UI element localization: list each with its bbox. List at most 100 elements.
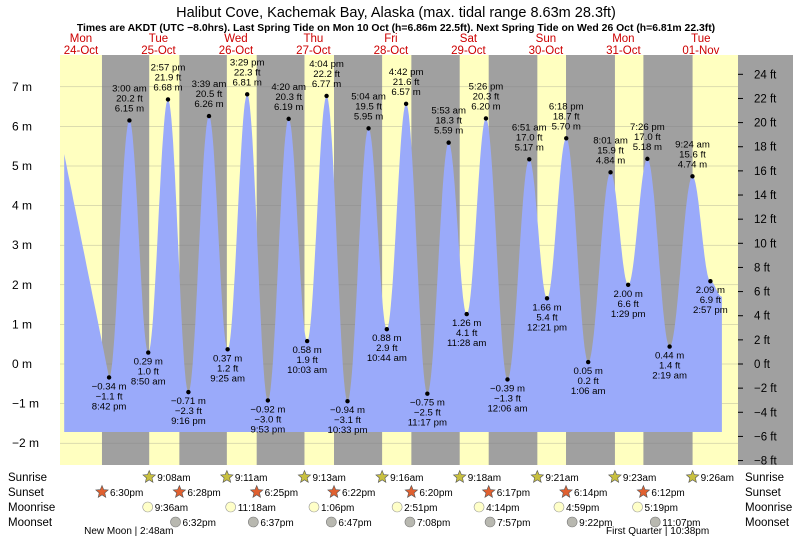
high-tide-label: 4:20 am [271, 82, 306, 93]
sunset-star-icon [404, 484, 419, 498]
day-of-week-label: Tue [691, 33, 710, 45]
moonset-time: 7:08pm [417, 518, 450, 529]
high-tide-point [645, 156, 650, 162]
low-tide-point [225, 347, 230, 352]
low-tide-label: 11:17 pm [408, 418, 447, 429]
sunrise-time: 9:11am [235, 473, 268, 484]
row-label-right: Sunset [745, 487, 782, 499]
moonrise-icon [391, 501, 403, 513]
sunset-time: 6:20pm [419, 488, 452, 499]
date-label: 01-Nov [682, 45, 719, 57]
moonrise-time: 5:19pm [645, 503, 678, 514]
sunrise-star-icon [375, 469, 390, 483]
right-axis-tick-label: 10 ft [754, 238, 777, 250]
high-tide-label: 22.2 ft [313, 69, 340, 80]
low-tide-point [505, 377, 510, 382]
high-tide-point [324, 93, 329, 99]
sunset-time: 6:22pm [342, 488, 375, 499]
moonrise-time: 2:51pm [404, 503, 437, 514]
moonrise-time: 9:36am [155, 503, 188, 514]
low-tide-label: 1:06 am [571, 386, 606, 397]
chart-title: Halibut Cove, Kachemak Bay, Alaska (max.… [176, 5, 616, 21]
high-tide-label: 7:26 pm [630, 122, 665, 133]
high-tide-label: 3:00 am [112, 83, 147, 94]
low-tide-point [265, 398, 271, 403]
high-tide-label: 6.15 m [115, 103, 144, 114]
day-of-week-label: Wed [224, 33, 247, 45]
right-axis-tick-label: 4 ft [754, 311, 771, 323]
low-tide-label: 11:28 am [447, 338, 486, 349]
low-tide-label: 10:03 am [287, 365, 327, 376]
high-tide-label: 2:57 pm [151, 62, 186, 73]
moonrise-icon [632, 501, 643, 513]
high-tide-label: 3:39 am [192, 79, 227, 90]
low-tide-label: −2.3 ft [175, 406, 202, 417]
low-tide-label: 1:29 pm [611, 309, 646, 320]
high-tide-point [403, 101, 409, 107]
sunrise-time: 9:18am [468, 473, 501, 484]
right-axis-tick-label: 22 ft [754, 93, 777, 105]
high-tide-label: 15.9 ft [597, 145, 624, 156]
high-tide-label: 20.3 ft [275, 92, 302, 103]
sunrise-star-icon [685, 469, 700, 483]
sunset-star-icon [95, 484, 109, 498]
high-tide-label: 3:29 pm [230, 57, 265, 68]
moonrise-time: 4:14pm [486, 503, 519, 514]
high-tide-point [690, 174, 695, 179]
high-tide-label: 6.77 m [312, 79, 341, 90]
sunset-time: 6:17pm [497, 488, 530, 499]
left-axis-tick-label: 1 m [12, 317, 32, 331]
low-tide-label: −1.1 ft [96, 391, 123, 402]
high-tide-label: 18.7 ft [553, 111, 580, 122]
high-tide-label: 20.3 ft [473, 91, 500, 102]
high-tide-label: 22.3 ft [234, 67, 261, 78]
row-label-right: Sunrise [745, 472, 784, 484]
high-tide-point [608, 170, 613, 175]
day-of-week-label: Sun [536, 33, 556, 45]
high-tide-label: 17.0 ft [516, 132, 543, 143]
low-tide-point [425, 391, 430, 396]
row-label-left: Moonset [8, 517, 53, 529]
low-tide-point [585, 359, 591, 365]
moonset-time: 7:57pm [497, 518, 530, 529]
moonset-time: 9:22pm [579, 518, 612, 529]
high-tide-label: 5:04 am [351, 91, 386, 102]
low-tide-label: 1.2 ft [217, 363, 239, 374]
sunset-star-icon [327, 484, 341, 498]
day-of-week-label: Mon [70, 33, 92, 45]
high-tide-point [446, 140, 451, 145]
sunset-star-icon [249, 484, 264, 498]
right-axis-tick-label: 20 ft [754, 118, 777, 130]
low-tide-label: 4.1 ft [456, 328, 478, 339]
low-tide-label: 10:44 am [367, 353, 407, 364]
low-tide-label: 9:53 pm [251, 424, 286, 435]
moonrise-icon [473, 501, 485, 513]
moonrise-time: 1:06pm [321, 503, 354, 514]
sunrise-star-icon [297, 469, 312, 483]
low-tide-label: 2.9 ft [376, 343, 398, 354]
chart-subtitle: Times are AKDT (UTC −8.0hrs). Last Sprin… [77, 23, 715, 34]
high-tide-label: 6.57 m [391, 87, 420, 98]
low-tide-label: −2.5 ft [414, 408, 441, 419]
moonrise-icon [225, 501, 236, 513]
moonset-icon [170, 516, 181, 528]
low-tide-point [186, 389, 191, 395]
date-label: 31-Oct [606, 45, 641, 57]
low-tide-point [345, 399, 350, 404]
row-label-left: Sunset [8, 487, 45, 499]
high-tide-label: 15.6 ft [679, 149, 706, 160]
left-axis-tick-label: 0 m [12, 357, 32, 371]
high-tide-label: 5.18 m [633, 142, 662, 153]
sunrise-time: 9:23am [623, 473, 656, 484]
sunrise-star-icon [142, 469, 157, 483]
high-tide-label: 5:26 pm [469, 81, 504, 92]
low-tide-label: 8:50 am [131, 377, 166, 388]
sunset-star-icon [481, 484, 496, 498]
right-axis-tick-label: 0 ft [754, 359, 771, 371]
high-tide-point [244, 92, 250, 97]
sunrise-time: 9:16am [390, 473, 423, 484]
low-tide-label: −0.75 m [410, 398, 445, 409]
high-tide-point [127, 118, 132, 123]
moonset-time: 6:47pm [338, 518, 371, 529]
moonrise-icon [553, 501, 565, 513]
